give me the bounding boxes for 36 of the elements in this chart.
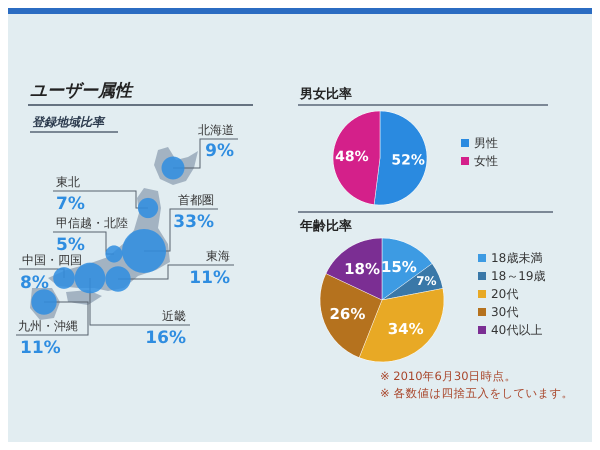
data-label: 5%	[56, 235, 85, 255]
data-label: 16%	[145, 328, 186, 348]
category-label: 近畿	[162, 309, 186, 323]
chart-title: 年齢比率	[299, 218, 352, 234]
data-label: 11%	[189, 268, 230, 288]
category-label: 首都圏	[178, 193, 214, 207]
data-label: 52%	[391, 152, 425, 169]
legend-label: 30代	[491, 305, 518, 319]
data-label: 33%	[173, 212, 214, 232]
category-label: 北海道	[198, 123, 234, 137]
category-label: 甲信越・北陸	[56, 216, 128, 230]
data-label: 7%	[416, 274, 437, 288]
data-label: 26%	[329, 304, 366, 323]
text: ※ 2010年6月30日時点。	[380, 369, 517, 383]
data-label: 15%	[380, 258, 417, 276]
text: 登録地域比率	[32, 115, 106, 129]
data-label: 9%	[205, 141, 234, 161]
data-label: 7%	[56, 194, 85, 214]
chart-title: 男女比率	[299, 86, 352, 102]
legend-label: 18～19歳	[491, 269, 546, 283]
category-label: 九州・沖縄	[18, 319, 78, 333]
legend-label: 18歳未満	[491, 251, 542, 265]
data-label: 11%	[20, 338, 61, 358]
legend-label: 男性	[474, 136, 498, 150]
category-label: 東海	[206, 249, 230, 263]
category-label: 東北	[56, 175, 80, 189]
category-label: 中国・四国	[22, 253, 82, 267]
data-label: 34%	[388, 320, 424, 338]
data-label: 18%	[344, 260, 380, 278]
data-label: 8%	[20, 273, 49, 293]
legend-label: 女性	[474, 154, 498, 168]
legend-label: 20代	[491, 287, 518, 301]
text: ユーザー属性	[30, 81, 134, 101]
data-label: 48%	[335, 149, 369, 166]
legend-label: 40代以上	[491, 323, 542, 337]
text: ※ 各数値は四捨五入をしています。	[380, 386, 574, 400]
